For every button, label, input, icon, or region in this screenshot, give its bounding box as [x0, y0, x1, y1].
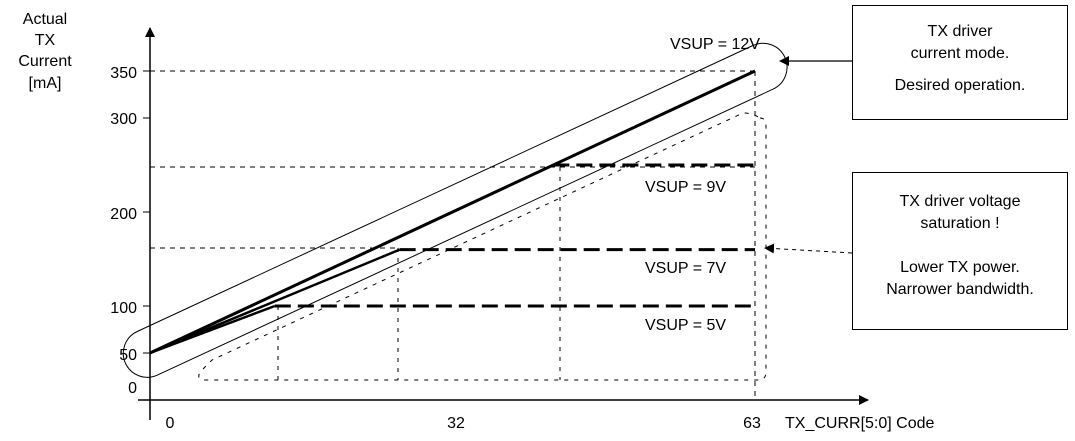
- series-label-7v: VSUP = 7V: [645, 260, 726, 277]
- saturation-region-outline: [198, 112, 767, 381]
- y-tick-label-350: 350: [110, 65, 137, 82]
- x-tick-label-63: 63: [743, 415, 761, 432]
- annotation-line: current mode.: [910, 45, 1010, 62]
- annotation-line: Narrower bandwidth.: [886, 281, 1034, 298]
- x-tick-label-32: 32: [447, 415, 465, 432]
- y-tick-label-0: 0: [128, 380, 137, 397]
- series-layer: [149, 69, 756, 355]
- series-line-7v-rise: [149, 248, 401, 355]
- series-line-5v-rise: [149, 304, 276, 355]
- series-line-9v-rise: [149, 163, 554, 355]
- current-mode-annotation: TX driver current mode. Desired operatio…: [852, 5, 1068, 120]
- series-label-12v: VSUP = 12V: [670, 36, 760, 53]
- annotation-line: saturation !: [920, 215, 1000, 232]
- annotation-line: TX driver voltage: [899, 193, 1021, 210]
- y-tick-label-100: 100: [110, 300, 137, 317]
- annotation-line: Lower TX power.: [900, 259, 1020, 276]
- current-mode-highlight: [122, 42, 788, 378]
- annotation-line: TX driver: [927, 23, 993, 40]
- saturation-annotation: TX driver voltage saturation ! Lower TX …: [852, 172, 1068, 330]
- y-axis-title-line-2: TX: [35, 32, 56, 49]
- annotation-line: [853, 235, 1067, 257]
- series-label-9v: VSUP = 9V: [645, 179, 726, 196]
- x-tick-label-0: 0: [166, 415, 175, 432]
- y-tick-label-300: 300: [110, 111, 137, 128]
- y-axis-title-line-3: Current: [18, 53, 72, 70]
- annotation-line: Desired operation.: [894, 77, 1026, 94]
- x-axis-title: TX_CURR[5:0] Code: [785, 415, 934, 432]
- y-tick-label-200: 200: [110, 206, 137, 223]
- y-axis-title-line-1: Actual: [23, 11, 67, 28]
- saturation-arrow: [764, 243, 853, 254]
- series-label-5v: VSUP = 5V: [645, 317, 726, 334]
- y-tick-label-50: 50: [119, 347, 137, 364]
- y-axis-title-line-4: [mA]: [29, 75, 62, 92]
